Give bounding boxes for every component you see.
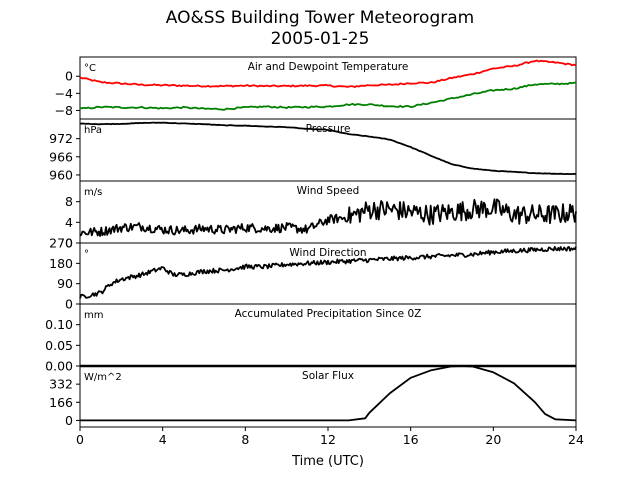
ytick-label-solar_flux: 0 [65, 413, 73, 428]
ytick-label-pressure: 966 [49, 149, 73, 164]
xtick-label: 4 [159, 432, 167, 447]
xtick-label: 24 [568, 432, 584, 447]
ytick-label-solar_flux: 166 [49, 395, 73, 410]
ytick-label-wind_direction: 270 [49, 236, 73, 251]
ytick-label-wind_direction: 180 [49, 256, 73, 271]
unit-label-temperature: °C [84, 63, 96, 74]
chart-subtitle: 2005-01-25 [270, 29, 370, 49]
xtick-label: 12 [320, 432, 336, 447]
ytick-label-precipitation: 0.10 [45, 317, 73, 332]
chart-title: AO&SS Building Tower Meteorogram [165, 8, 475, 28]
series-line-wind_direction-0 [79, 245, 577, 299]
ytick-label-precipitation: 0.00 [45, 359, 73, 374]
panel-label-temperature: Air and Dewpoint Temperature [248, 61, 409, 73]
series-line-temperature-1 [79, 81, 577, 111]
panel-label-precipitation: Accumulated Precipitation Since 0Z [235, 308, 422, 320]
ytick-label-wind_direction: 0 [65, 297, 73, 312]
panel-label-wind_speed: Wind Speed [297, 185, 360, 197]
unit-label-precipitation: mm [84, 310, 103, 321]
x-axis-label: Time (UTC) [291, 454, 364, 469]
panel-label-solar_flux: Solar Flux [302, 370, 354, 382]
ytick-label-precipitation: 0.05 [45, 338, 73, 353]
series-line-wind_speed-0 [79, 198, 577, 237]
unit-label-solar_flux: W/m^2 [84, 372, 122, 383]
xtick-label: 20 [485, 432, 501, 447]
ytick-label-pressure: 960 [49, 167, 73, 182]
unit-label-wind_direction: ° [84, 249, 89, 260]
xtick-label: 0 [76, 432, 84, 447]
ytick-label-temperature: 0 [65, 69, 73, 84]
ytick-label-wind_speed: 4 [65, 215, 73, 230]
xtick-label: 16 [403, 432, 419, 447]
ytick-label-temperature: −8 [55, 103, 73, 118]
ytick-label-solar_flux: 332 [49, 377, 73, 392]
series-line-temperature-0 [79, 59, 577, 88]
ytick-label-wind_speed: 0 [65, 236, 73, 251]
ytick-label-wind_direction: 90 [57, 276, 73, 291]
ytick-label-pressure: 972 [49, 131, 73, 146]
xtick-label: 8 [241, 432, 249, 447]
ytick-label-temperature: −4 [55, 86, 73, 101]
series-line-pressure-0 [79, 121, 577, 176]
unit-label-pressure: hPa [84, 125, 102, 136]
series-line-solar_flux-0 [80, 365, 577, 422]
ytick-label-wind_speed: 8 [65, 194, 73, 209]
unit-label-wind_speed: m/s [84, 187, 102, 198]
panel-label-wind_direction: Wind Direction [289, 247, 366, 259]
